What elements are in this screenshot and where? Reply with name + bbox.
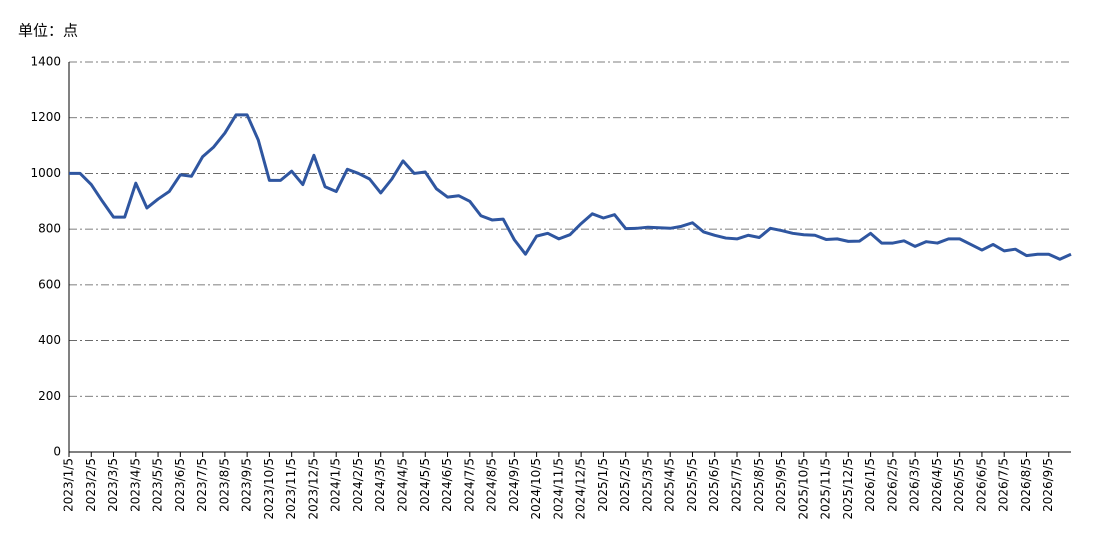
data-line (69, 113, 1072, 261)
x-tick-label: 2025/2/5 (618, 458, 632, 512)
x-tick-label: 2023/3/5 (106, 458, 120, 512)
y-tick-label: 800 (38, 222, 61, 236)
x-tick-label: 2023/11/5 (284, 458, 298, 520)
x-tick-label: 2025/6/5 (707, 458, 721, 512)
x-tick-label: 2023/4/5 (128, 458, 142, 512)
x-tick-label: 2023/12/5 (306, 458, 320, 520)
x-tick-label: 2025/11/5 (819, 458, 833, 520)
x-tick-label: 2024/10/5 (529, 458, 543, 520)
x-tick-label: 2026/4/5 (930, 458, 944, 512)
x-tick-label: 2026/5/5 (952, 458, 966, 512)
x-tick-label: 2024/5/5 (418, 458, 432, 512)
x-tick-label: 2025/1/5 (596, 458, 610, 512)
x-tick-label: 2023/2/5 (84, 458, 98, 512)
x-tick-label: 2024/6/5 (440, 458, 454, 512)
chart-title: 单位：点 (18, 22, 78, 40)
x-tick-label: 2026/9/5 (1041, 458, 1055, 512)
x-tick-label: 2026/8/5 (1019, 458, 1033, 512)
x-tick-label: 2024/2/5 (351, 458, 365, 512)
x-tick-label: 2025/9/5 (774, 458, 788, 512)
x-tick-label: 2024/9/5 (507, 458, 521, 512)
y-tick-label: 1200 (30, 110, 61, 124)
x-tick-label: 2025/5/5 (685, 458, 699, 512)
x-tick-label: 2024/12/5 (574, 458, 588, 520)
y-tick-label: 0 (53, 445, 61, 459)
x-tick-label: 2023/9/5 (240, 458, 254, 512)
x-tick-label: 2025/3/5 (640, 458, 654, 512)
y-tick-label: 400 (38, 333, 61, 347)
x-tick-label: 2023/1/5 (62, 458, 76, 512)
x-tick-label: 2024/4/5 (396, 458, 410, 512)
x-tick-label: 2023/6/5 (173, 458, 187, 512)
x-tick-label: 2023/10/5 (262, 458, 276, 520)
x-tick-label: 2023/8/5 (217, 458, 231, 512)
x-tick-label: 2026/1/5 (863, 458, 877, 512)
x-tick-label: 2025/7/5 (730, 458, 744, 512)
x-tick-label: 2026/6/5 (974, 458, 988, 512)
x-tick-label: 2026/7/5 (997, 458, 1011, 512)
x-tick-label: 2026/2/5 (885, 458, 899, 512)
x-tick-label: 2024/8/5 (485, 458, 499, 512)
x-tick-label: 2025/4/5 (663, 458, 677, 512)
x-tick-label: 2024/3/5 (373, 458, 387, 512)
y-tick-label: 1400 (30, 55, 61, 69)
x-tick-label: 2024/11/5 (551, 458, 565, 520)
x-tick-label: 2024/7/5 (462, 458, 476, 512)
y-tick-label: 1000 (30, 166, 61, 180)
x-tick-label: 2024/1/5 (329, 458, 343, 512)
x-tick-label: 2025/8/5 (752, 458, 766, 512)
x-tick-label: 2025/12/5 (841, 458, 855, 520)
y-tick-label: 600 (38, 277, 61, 291)
x-tick-label: 2023/7/5 (195, 458, 209, 512)
y-tick-label: 200 (38, 389, 61, 403)
x-tick-label: 2026/3/5 (908, 458, 922, 512)
x-tick-label: 2023/5/5 (151, 458, 165, 512)
x-tick-label: 2025/10/5 (796, 458, 810, 520)
